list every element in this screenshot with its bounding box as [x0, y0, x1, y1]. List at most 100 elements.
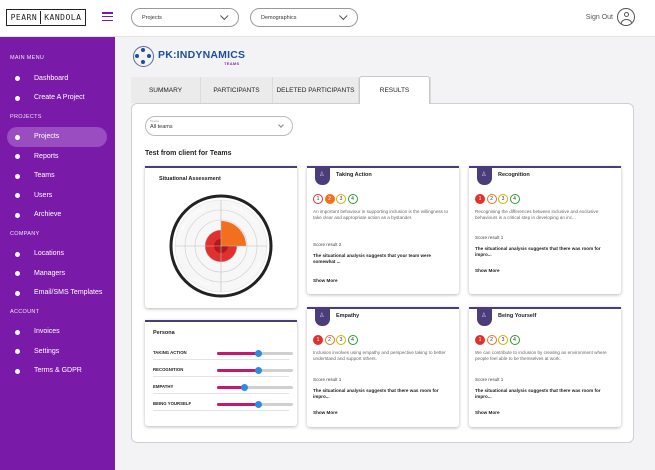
score-scale: 1 2 3 4	[313, 194, 358, 204]
sign-out-link[interactable]: Sign Out	[585, 14, 613, 21]
sidebar-item-managers[interactable]: Managers	[7, 264, 107, 284]
card-title: Recognition	[498, 172, 530, 178]
show-more-link[interactable]: Show More	[313, 410, 338, 415]
ring-label-empathy: EMPATHY	[193, 276, 211, 287]
bullet-icon	[15, 212, 20, 218]
score-scale: 1 2 3 4	[313, 335, 358, 345]
situational-summary: The situational analysis suggests that t…	[313, 388, 439, 400]
persona-title: Persona	[153, 330, 175, 336]
situational-summary: The situational analysis suggests that t…	[475, 246, 601, 258]
slider-knob[interactable]	[255, 400, 262, 408]
score-1: 1	[475, 335, 485, 345]
bullet-icon	[15, 271, 20, 276]
bullet-icon	[15, 95, 20, 101]
score-4: 4	[509, 335, 520, 345]
sidebar-item-email-sms-templates[interactable]: Email/SMS Templates	[7, 283, 107, 303]
sidebar-item-archieve[interactable]: Archieve	[7, 205, 107, 225]
tab-summary[interactable]: SUMMARY	[131, 77, 201, 103]
score-1: 1	[475, 194, 485, 204]
persona-slider[interactable]	[217, 366, 293, 374]
results-heading: Test from client for Teams	[145, 150, 232, 157]
score-2: 2	[486, 194, 497, 204]
show-more-link[interactable]: Show More	[475, 410, 500, 415]
bullet-icon	[15, 76, 20, 81]
persona-row: RECOGNITION	[153, 364, 293, 377]
score-3: 3	[498, 335, 508, 345]
persona-card: Persona TAKING ACTION RECOGNITION EMPATH…	[145, 320, 297, 426]
bullet-icon	[15, 290, 20, 296]
section-company: COMPANY	[10, 230, 40, 237]
tab-deleted-participants[interactable]: DELETED PARTICIPANTS	[273, 77, 359, 103]
hamburger-menu-icon[interactable]	[102, 12, 113, 21]
card-description: Inclusion involves using empathy and per…	[313, 350, 446, 362]
sidebar-item-teams[interactable]: Teams	[7, 166, 107, 186]
person-icon	[477, 166, 492, 185]
sidebar-item-reports[interactable]: Reports	[7, 147, 107, 167]
persona-row-label: RECOGNITION	[153, 367, 184, 372]
person-icon	[477, 307, 492, 326]
persona-row-label: TAKING ACTION	[153, 350, 187, 355]
brand-subtitle: TEAMS	[224, 61, 240, 66]
sidebar-item-settings[interactable]: Settings	[7, 342, 107, 362]
person-icon	[315, 307, 330, 326]
card-title: Taking Action	[336, 172, 372, 178]
sidebar-item-invoices[interactable]: Invoices	[7, 322, 107, 342]
team-select[interactable]: Teams All teams	[145, 116, 293, 136]
score-4: 4	[509, 194, 520, 204]
sidebar-item-terms-gdpr[interactable]: Terms & GDPR	[7, 361, 107, 381]
slider-knob[interactable]	[255, 349, 262, 357]
persona-slider[interactable]	[217, 400, 293, 408]
score-result: Score result 2	[313, 242, 342, 247]
section-main-menu: MAIN MENU	[10, 55, 45, 61]
persona-slider[interactable]	[217, 383, 293, 391]
card-title: Empathy	[336, 313, 360, 319]
sidebar: MAIN MENU Dashboard Create A Project PRO…	[0, 37, 115, 470]
logo-text-left: PEARN	[10, 13, 38, 22]
bullet-icon	[15, 349, 20, 354]
section-account: ACCOUNT	[10, 308, 40, 315]
team-select-value: All teams	[150, 124, 173, 130]
situational-assessment-title: Situational Assessment	[159, 176, 221, 182]
brand-title: PK:INDYNAMICS	[158, 49, 246, 61]
score-result: Score result 1	[475, 235, 504, 240]
team-select-label: Teams	[150, 119, 159, 123]
card-description: Recognising the differences between incl…	[475, 209, 599, 221]
situational-summary: The situational analysis suggests that y…	[313, 253, 431, 265]
slider-knob[interactable]	[255, 366, 262, 374]
slider-knob[interactable]	[241, 383, 248, 391]
sidebar-item-locations[interactable]: Locations	[7, 244, 107, 264]
score-2: 2	[324, 335, 335, 345]
tab-results[interactable]: RESULTS	[359, 76, 430, 104]
sidebar-item-projects[interactable]: Projects	[7, 127, 107, 147]
persona-slider[interactable]	[217, 349, 293, 357]
persona-row-label: BEING YOURSELF	[153, 401, 192, 406]
bullet-icon	[15, 134, 20, 140]
demographics-dropdown[interactable]: Demographics	[250, 8, 358, 27]
user-avatar-icon[interactable]	[617, 8, 635, 26]
svg-text:EMPATHY: EMPATHY	[193, 276, 211, 287]
show-more-link[interactable]: Show More	[313, 278, 338, 283]
chevron-down-icon	[278, 122, 284, 128]
score-result: Score result 1	[475, 377, 504, 382]
situational-radar-chart: BEING YOURSELF TAKING ACTION RECOGNITION…	[169, 194, 273, 298]
persona-row: BEING YOURSELF	[153, 398, 293, 411]
pk-indynamics-logo-icon	[133, 46, 154, 67]
sidebar-item-dashboard[interactable]: Dashboard	[7, 69, 107, 89]
sidebar-item-users[interactable]: Users	[7, 186, 107, 206]
bullet-icon	[15, 193, 20, 198]
pearn-kandola-logo[interactable]: PEARN KANDOLA	[6, 9, 86, 26]
empathy-card: Empathy 1 2 3 4 Inclusion involves using…	[307, 307, 459, 427]
situational-assessment-card: Situational Assessment BEING YOURSELF TA…	[145, 166, 297, 308]
bullet-icon	[15, 154, 20, 159]
sidebar-item-create-project[interactable]: Create A Project	[7, 88, 107, 108]
show-more-link[interactable]: Show More	[475, 268, 500, 273]
score-1: 1	[313, 194, 323, 204]
score-scale: 1 2 3 4	[475, 194, 520, 204]
score-result: Score result 1	[313, 377, 342, 382]
bullet-icon	[15, 368, 20, 374]
tab-participants[interactable]: PARTICIPANTS	[201, 77, 273, 103]
card-description: An important behaviour in supporting inc…	[313, 209, 449, 221]
projects-dropdown[interactable]: Projects	[131, 8, 239, 27]
situational-summary: The situational analysis suggests that t…	[475, 388, 601, 400]
card-description: We can contribute to inclusion by creati…	[475, 350, 607, 362]
